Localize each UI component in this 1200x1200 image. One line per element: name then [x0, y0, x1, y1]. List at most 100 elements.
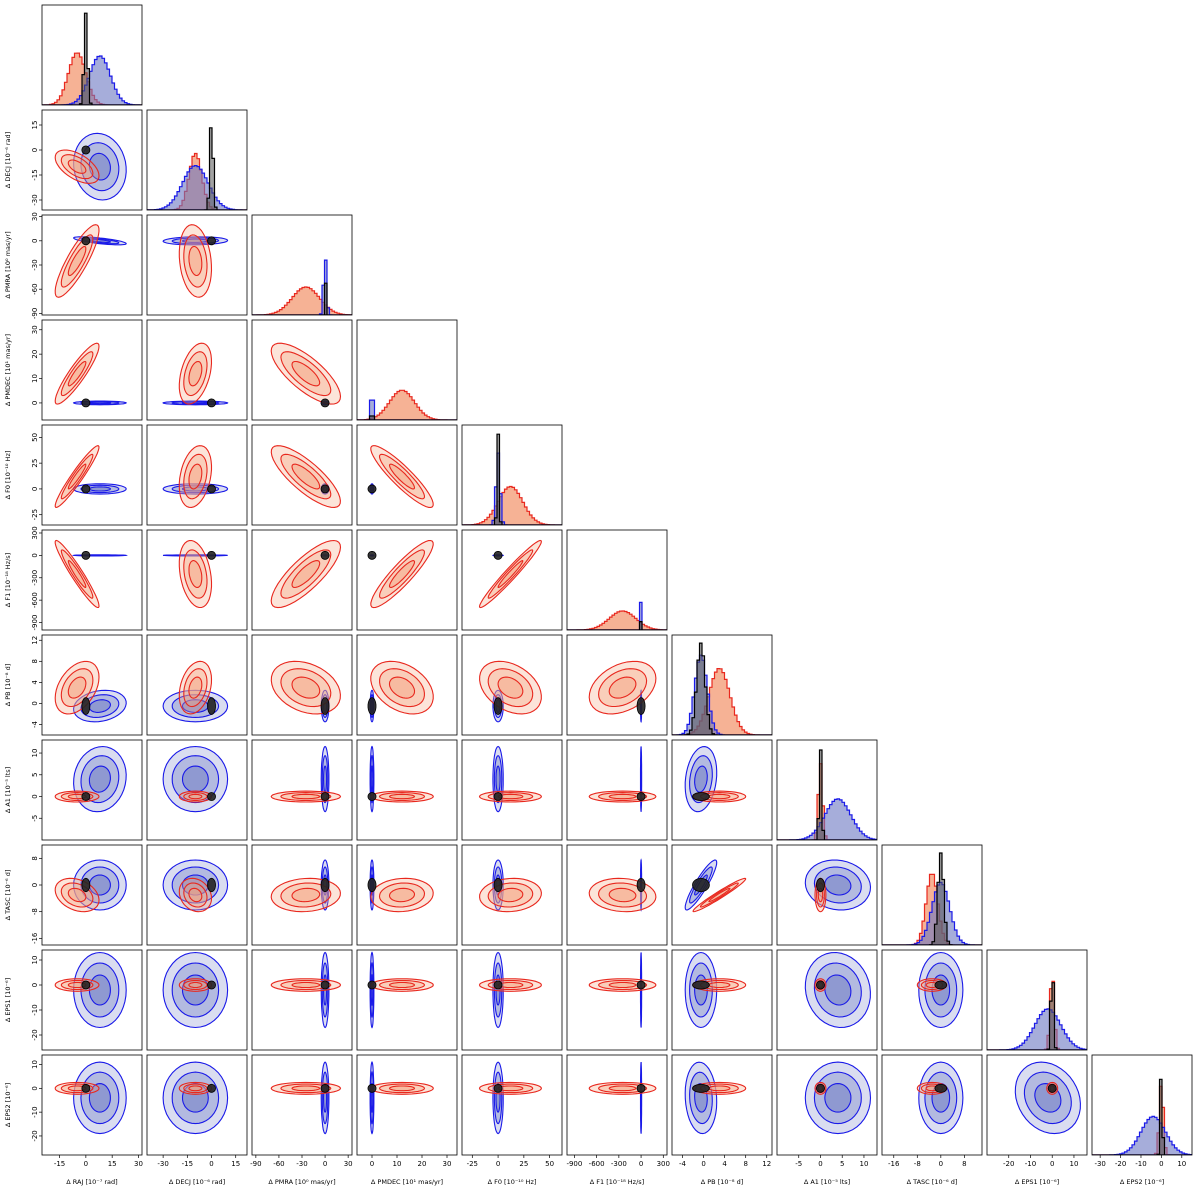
- hist-blue-A1: [777, 798, 877, 840]
- panel-frame: [146, 424, 248, 526]
- contour-black: [367, 980, 377, 990]
- panel-frame: [41, 634, 143, 736]
- contour-red-2: [708, 793, 731, 800]
- contour-red-0: [178, 342, 213, 405]
- x-tick-label: 5: [840, 1160, 844, 1168]
- x-tick-label: -30: [157, 1160, 168, 1168]
- x-axis-label-A1: Δ A1 [10⁻⁵ lts]: [804, 1178, 850, 1186]
- contour-panel-EPS2-vs-PMDEC: 0 10 20 30 Δ PMDEC [10¹ mas/yr]: [356, 1054, 458, 1186]
- contour-panel-EPS1-vs-PMDEC: [356, 949, 458, 1051]
- hist-black-PMDEC: [357, 415, 457, 420]
- panel-frame: [881, 949, 983, 1051]
- hist-black-RAJ: [42, 12, 142, 105]
- contour-panel-EPS2-vs-F0: -25 0 25 50 Δ F0 [10⁻¹⁰ Hz]: [461, 1054, 563, 1186]
- contour-red-1: [183, 792, 208, 801]
- y-axis-label-A1: Δ A1 [10⁻⁵ lts]: [4, 767, 12, 813]
- y-axis-label-PMRA: Δ PMRA [10⁰ mas/yr]: [4, 231, 12, 298]
- contour-black: [816, 877, 825, 893]
- contour-red-1: [183, 549, 208, 599]
- panel-frame: [41, 424, 143, 526]
- contour-black: [367, 697, 377, 715]
- y-tick-label: -60: [31, 283, 39, 294]
- y-tick-label: 30: [31, 325, 39, 334]
- panel-frame: [251, 214, 353, 316]
- panel-frame: [251, 529, 353, 631]
- contour-panel-PMDEC-vs-RAJ: 0 10 20 30 Δ PMDEC [10¹ mas/yr]: [4, 319, 143, 421]
- contour-red-2: [291, 676, 321, 699]
- y-tick-label: 8: [31, 659, 39, 663]
- contour-red-2: [388, 1085, 416, 1092]
- panel-frame: [356, 844, 458, 946]
- panel-frame: [251, 424, 353, 526]
- x-tick-label: 0: [496, 1160, 500, 1168]
- contour-red-1: [280, 882, 332, 908]
- contour-blue-2: [88, 1083, 111, 1113]
- contour-red-2: [388, 463, 416, 490]
- hist-panel-EPS1: [986, 949, 1088, 1051]
- contour-red-0: [54, 342, 100, 405]
- contour-panel-EPS1-vs-DECJ: [146, 949, 248, 1051]
- panel-frame: [356, 529, 458, 631]
- panel-frame: [566, 529, 668, 631]
- contour-black: [81, 792, 91, 801]
- contour-blue-2: [322, 765, 328, 793]
- contour-panel-PB-vs-F0: [461, 634, 563, 736]
- panel-frame: [41, 529, 143, 631]
- contour-red-2: [188, 560, 203, 588]
- panel-frame: [251, 844, 353, 946]
- contour-red-1: [378, 792, 426, 801]
- contour-black: [81, 398, 91, 408]
- contour-blue-2: [824, 974, 852, 1006]
- contour-red-2: [708, 887, 731, 903]
- panel-frame: [566, 949, 668, 1051]
- panel-frame: [461, 739, 563, 841]
- contour-black: [493, 792, 503, 801]
- contour-red-0: [478, 539, 542, 609]
- x-tick-label: 0: [370, 1160, 374, 1168]
- y-tick-label: 0: [31, 148, 39, 152]
- x-axis-label-RAJ: Δ RAJ [10⁻⁷ rad]: [66, 1178, 117, 1186]
- contour-black: [692, 980, 710, 990]
- y-tick-label: 5: [31, 773, 39, 777]
- contour-red-1: [280, 792, 332, 801]
- y-tick-label: -8: [31, 908, 39, 915]
- x-tick-label: -25: [467, 1160, 478, 1168]
- contour-red-2: [188, 245, 203, 277]
- panel-frame: [356, 319, 458, 421]
- contour-red-1: [60, 351, 94, 397]
- panel-frame: [776, 1054, 878, 1156]
- x-tick-label: 30: [443, 1160, 452, 1168]
- panel-frame: [41, 109, 143, 211]
- y-tick-label: -20: [31, 1130, 39, 1141]
- hist-panel-F1: [566, 529, 668, 631]
- x-tick-label: 10: [1069, 1160, 1078, 1168]
- contour-blue-2: [88, 974, 111, 1006]
- contour-panel-PMRA-vs-RAJ: -90 -60 -30 0 30 Δ PMRA [10⁰ mas/yr]: [4, 212, 143, 319]
- panel-frame: [881, 844, 983, 946]
- contour-panel-A1-vs-RAJ: -5 0 5 10 Δ A1 [10⁻⁵ lts]: [4, 739, 143, 841]
- contour-red-1: [487, 549, 534, 599]
- contour-panel-EPS2-vs-DECJ: -30 -15 0 15 Δ DECJ [10⁻⁶ rad]: [146, 1054, 248, 1186]
- contour-black: [207, 398, 216, 408]
- contour-red-0: [370, 660, 434, 715]
- hist-blue-EPS1: [987, 1008, 1087, 1050]
- contour-black: [692, 1083, 710, 1093]
- contour-blue-2: [370, 973, 374, 1007]
- contour-black: [81, 145, 91, 155]
- y-tick-label: 30: [31, 212, 39, 221]
- y-tick-label: 0: [31, 553, 39, 557]
- hist-black-A1: [777, 749, 877, 840]
- panel-frame: [41, 4, 143, 106]
- contour-red-2: [67, 360, 87, 387]
- panel-frame: [41, 844, 143, 946]
- contour-panel-EPS1-vs-TASC: [881, 949, 983, 1051]
- y-tick-label: 0: [31, 487, 39, 491]
- contour-red-0: [54, 149, 100, 184]
- contour-red-0: [178, 877, 213, 913]
- panel-frame: [461, 529, 563, 631]
- contour-red-2: [388, 560, 416, 588]
- contour-black: [207, 697, 216, 715]
- contour-panel-DECJ-vs-RAJ: -30 -15 0 15 Δ DECJ [10⁻⁶ rad]: [4, 109, 143, 211]
- y-tick-label: 0: [31, 983, 39, 987]
- contour-red-2: [67, 981, 87, 989]
